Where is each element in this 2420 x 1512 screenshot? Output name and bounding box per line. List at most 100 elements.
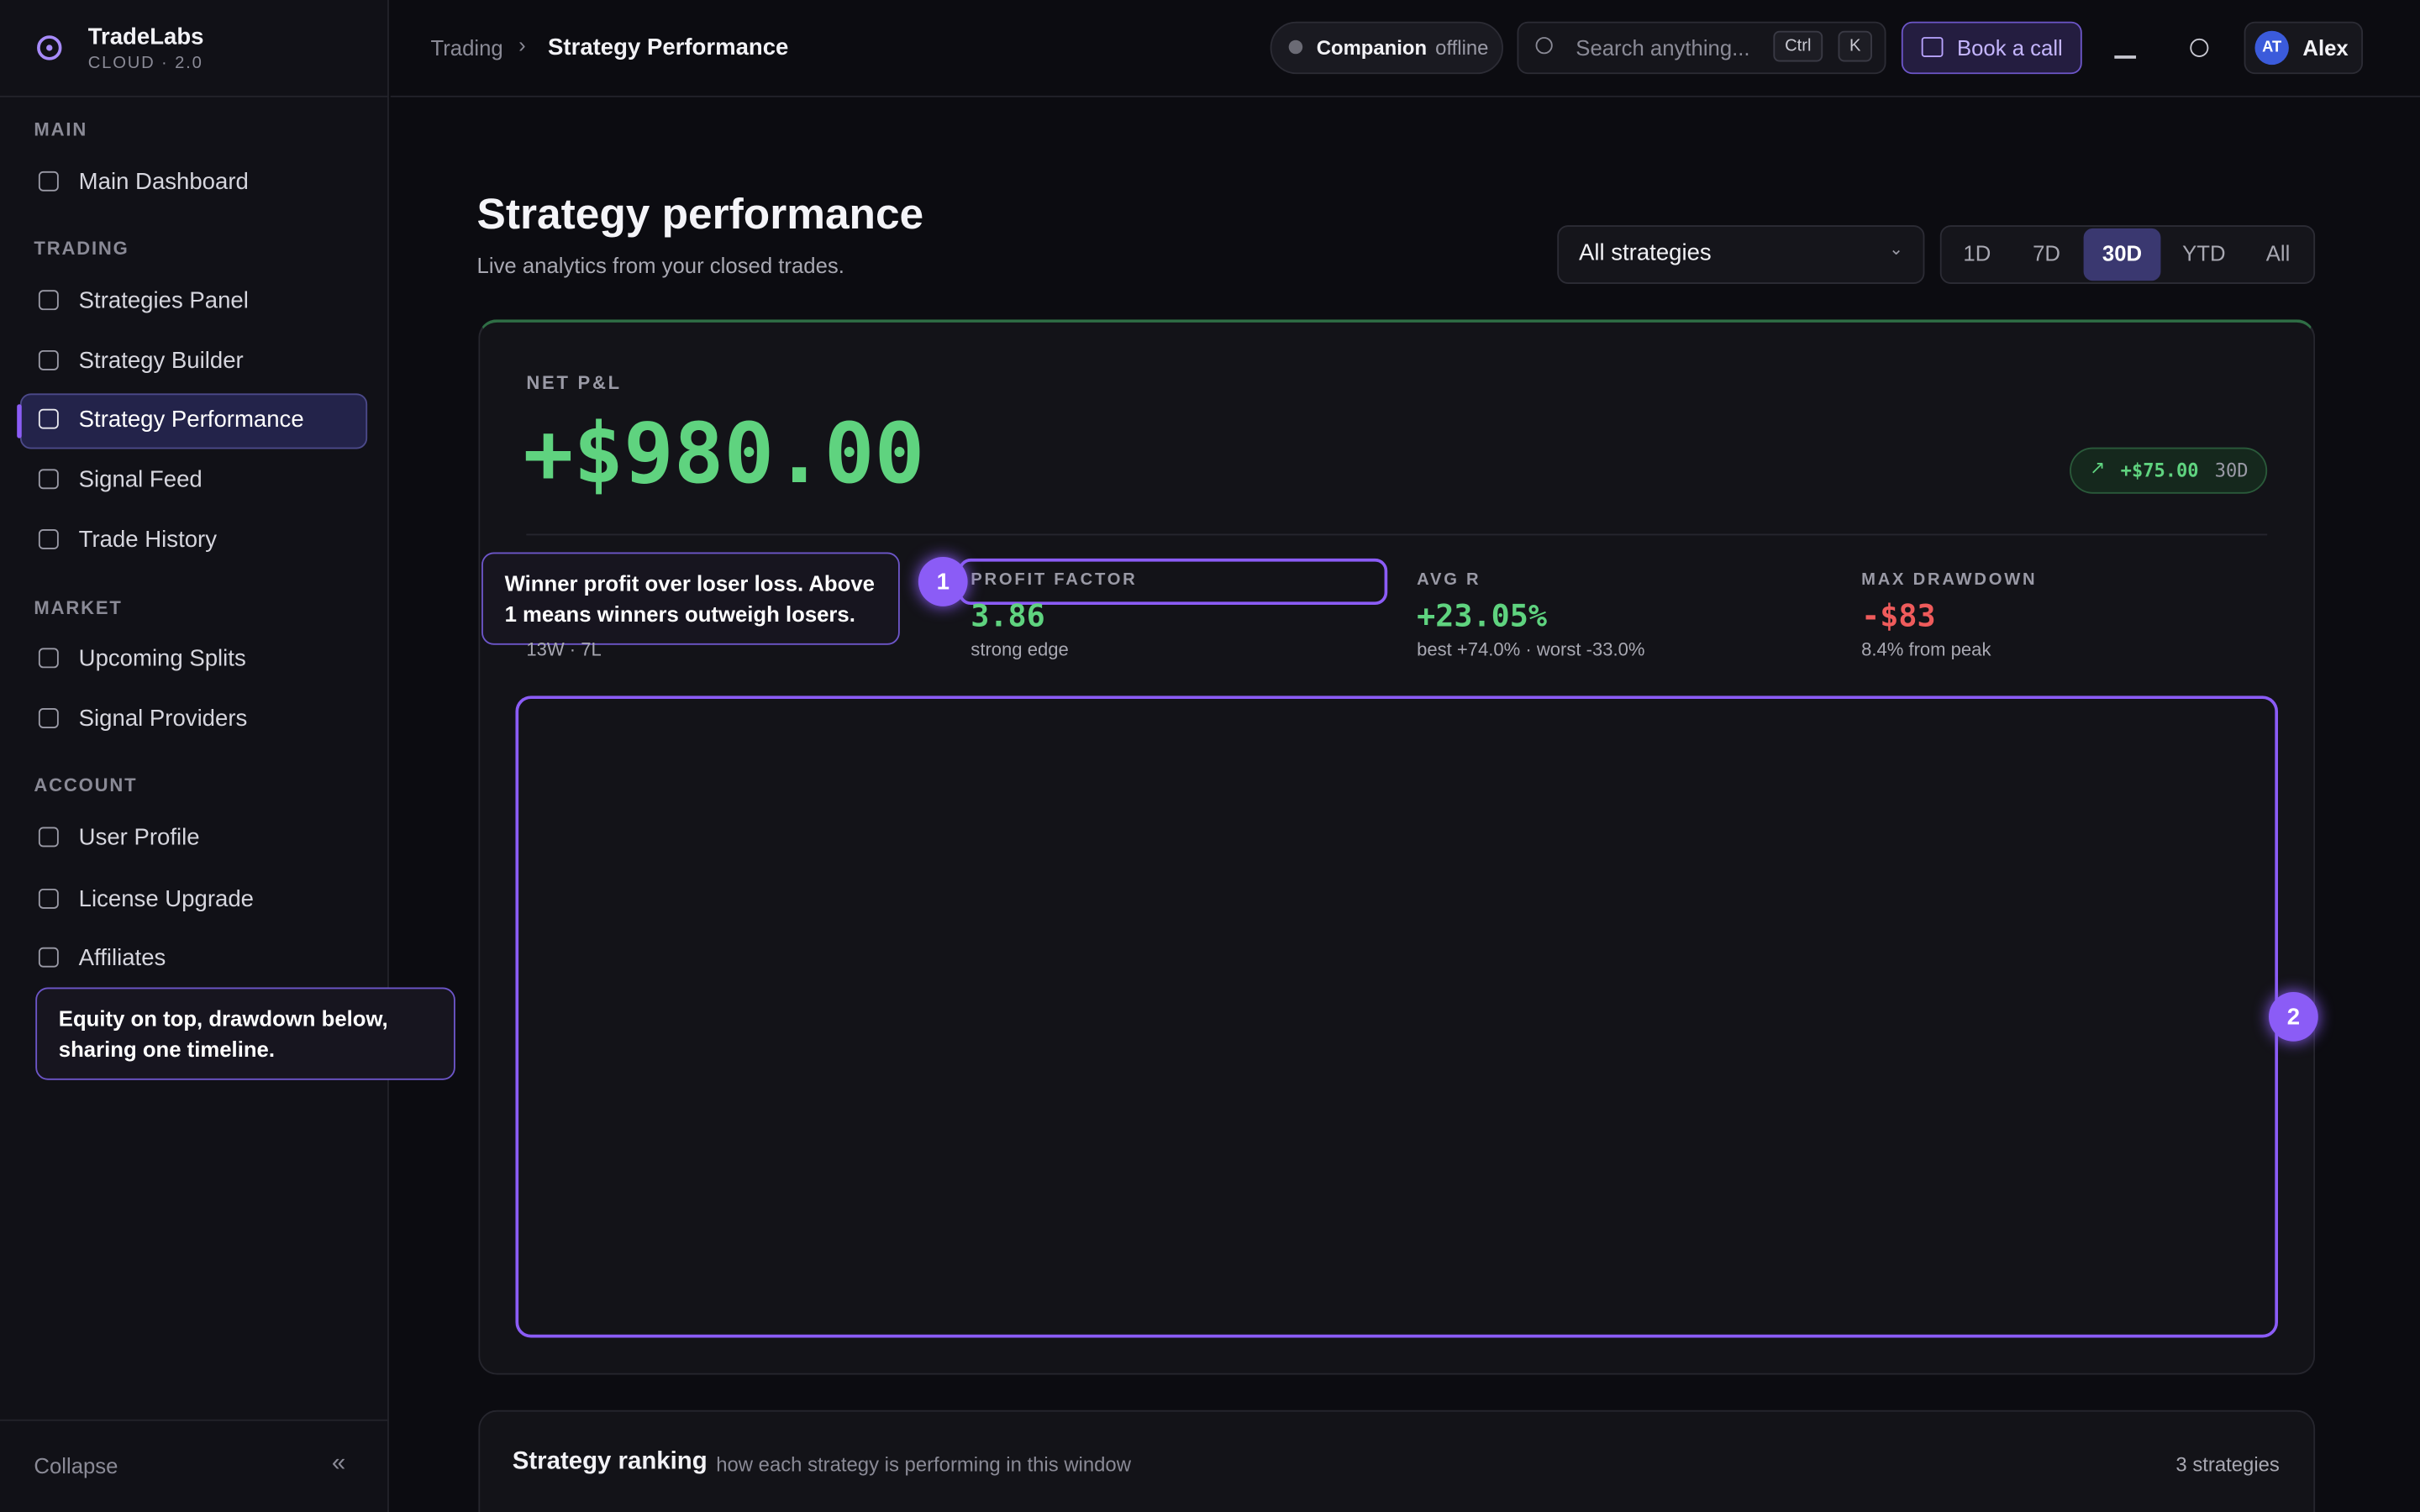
tour-step: 1: [918, 557, 968, 606]
nav-icon: [38, 290, 59, 311]
companion-pill[interactable]: [1270, 21, 1503, 75]
nav-icon: [38, 888, 59, 909]
breadcrumb[interactable]: Trading: [430, 35, 503, 60]
section-title: ACCOUNT: [34, 774, 138, 796]
nav-icon: [38, 469, 59, 490]
ranking-title: Strategy ranking: [512, 1448, 708, 1475]
logo-dot: [46, 45, 53, 51]
brand: TradeLabs: [87, 24, 204, 50]
companion-status: offline: [1435, 36, 1489, 60]
edition: CLOUD · 2.0: [87, 54, 203, 73]
tour-tooltip: [481, 552, 900, 645]
tour-step: 2: [2269, 992, 2318, 1042]
range-option[interactable]: 1D: [1963, 240, 1991, 265]
nav-item[interactable]: User Profile: [78, 824, 200, 851]
collapse-icon: «: [331, 1450, 346, 1477]
range-option[interactable]: 7D: [2033, 240, 2060, 265]
companion: Companion: [1316, 36, 1428, 60]
tour-tooltip: [35, 987, 455, 1080]
change-period: 30D: [2214, 459, 2249, 482]
range-option[interactable]: All: [2265, 240, 2291, 265]
divider: [526, 533, 2268, 536]
stat-sub: best +74.0% · worst -33.0%: [1417, 638, 1645, 661]
breadcrumb-current: Strategy Performance: [548, 34, 789, 61]
search-box[interactable]: [1517, 21, 1886, 75]
section-title: TRADING: [34, 237, 129, 260]
chevron: ⌄: [1889, 240, 1904, 260]
key-label: K: [1849, 37, 1861, 56]
ranking-count: 3 strategies: [2175, 1452, 2280, 1476]
nav-item[interactable]: License Upgrade: [78, 886, 254, 913]
nav-item[interactable]: Strategy Performance: [78, 406, 304, 433]
breadcrumb-sep: ›: [518, 32, 526, 57]
stat-sub: strong edge: [971, 638, 1069, 661]
key: [1838, 30, 1872, 62]
download-icon[interactable]: [2114, 37, 2137, 59]
pnl-value: +$980.00: [523, 405, 925, 502]
avatar-initials: AT: [2262, 39, 2282, 57]
stat-value: +23.05%: [1417, 596, 1547, 634]
key-label: Ctrl: [1785, 37, 1812, 56]
nav-icon: [38, 827, 59, 848]
search-placeholder: Search anything...: [1576, 35, 1750, 60]
change-value: +$75.00: [2120, 459, 2199, 482]
change-badge: [2070, 447, 2268, 494]
stat-label: PROFIT FACTOR: [971, 570, 1138, 590]
stat-value: 3.86: [971, 596, 1045, 634]
section-title: MARKET: [34, 596, 123, 619]
pnl-label: NET P&L: [526, 371, 622, 394]
range-active: [2083, 228, 2161, 281]
nav-item[interactable]: Main Dashboard: [78, 169, 249, 196]
nav-icon: [38, 708, 59, 728]
active-indicator: [17, 404, 22, 438]
active-nav: [19, 393, 368, 449]
divider: [390, 95, 2420, 97]
nav-item[interactable]: Strategy Builder: [78, 348, 244, 375]
tour-text: Equity on top, drawdown below, sharing o…: [58, 1005, 388, 1062]
stat-sub: 8.4% from peak: [1861, 638, 1991, 661]
nav-icon: [38, 349, 59, 370]
nav-item[interactable]: Strategies Panel: [78, 287, 249, 314]
page-title: Strategy performance: [476, 189, 924, 238]
nav-icon: [38, 648, 59, 669]
nav-item[interactable]: Signal Providers: [78, 706, 248, 732]
book-call-button[interactable]: [1901, 21, 2082, 75]
ranking-subtitle: how each strategy is performing in this …: [716, 1452, 1131, 1476]
nav-icon: [38, 947, 59, 968]
section-title: MAIN: [34, 118, 88, 141]
calendar-icon: [1921, 37, 1944, 57]
arrow-icon: ↗: [2089, 456, 2106, 479]
book-call: Book a call: [1956, 35, 2063, 60]
range-option[interactable]: 30D: [2102, 240, 2143, 265]
user-name: Alex: [2302, 35, 2349, 60]
stat-label: MAX DRAWDOWN: [1861, 570, 2038, 590]
status-dot: [1288, 39, 1303, 55]
ranking-card: [478, 1410, 2316, 1512]
sidebar: [0, 0, 389, 1512]
nav-item[interactable]: Signal Feed: [78, 466, 203, 493]
stat-sub: 13W · 7L: [526, 638, 602, 661]
tour-highlight: [515, 696, 2279, 1338]
stat-label: AVG R: [1417, 570, 1481, 590]
logo: [37, 35, 62, 60]
filter-value: All strategies: [1578, 239, 1712, 266]
divider: [0, 1419, 389, 1421]
divider: [0, 95, 389, 97]
range-option[interactable]: YTD: [2182, 240, 2226, 265]
nav-item[interactable]: Trade History: [78, 527, 218, 554]
pnl-card: [478, 319, 2316, 1375]
nav-icon: [38, 171, 59, 192]
strategy-select[interactable]: [1557, 225, 1925, 284]
theme-icon[interactable]: [2190, 38, 2209, 57]
key: [1773, 30, 1823, 62]
search-icon: [1535, 37, 1553, 55]
avatar: [2254, 30, 2289, 66]
nav-item[interactable]: Affiliates: [78, 945, 166, 972]
nav-icon: [38, 529, 59, 549]
page-subtitle: Live analytics from your closed trades.: [476, 253, 844, 278]
collapse[interactable]: Collapse: [34, 1453, 118, 1478]
nav-icon: [38, 408, 59, 429]
tour-text: Winner profit over loser loss. Above 1 m…: [504, 570, 875, 627]
nav-item[interactable]: Upcoming Splits: [78, 645, 246, 672]
